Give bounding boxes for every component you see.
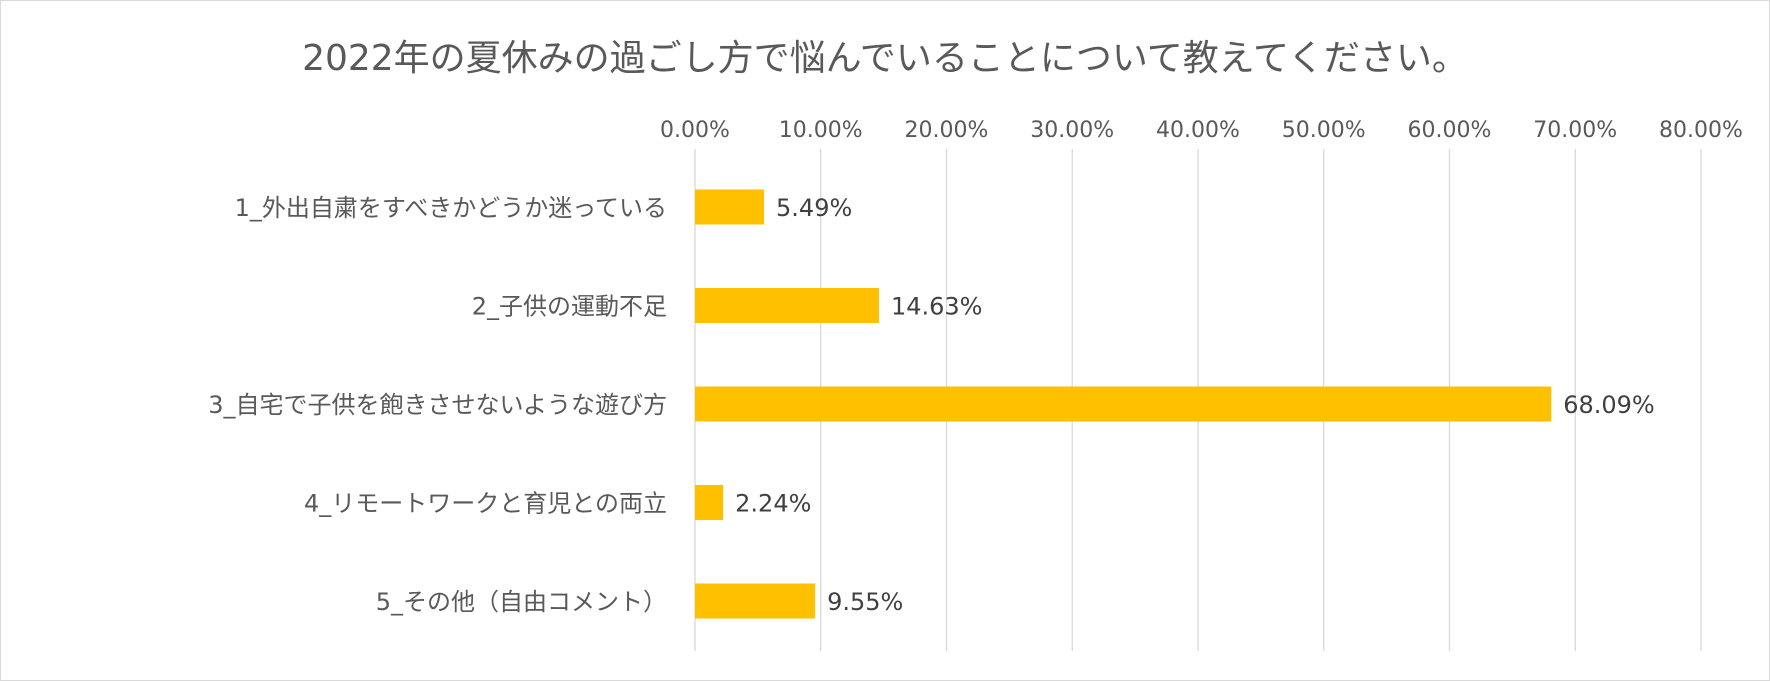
category-label: 5_その他（自由コメント）	[376, 588, 667, 616]
bar	[695, 583, 816, 619]
x-axis-tick-labels: 0.00% 10.00% 20.00% 30.00% 40.00% 50.00% 60.00…	[660, 118, 1743, 143]
x-tick-label: 50.00%	[1282, 118, 1366, 143]
x-tick-label: 20.00%	[905, 118, 989, 143]
x-tick-label: 80.00%	[1659, 118, 1743, 143]
category-label: 4_リモートワークと育児との両立	[304, 490, 667, 518]
category-label: 2_子供の運動不足	[472, 293, 667, 321]
x-tick-label: 70.00%	[1533, 118, 1617, 143]
data-label: 9.55%	[827, 588, 903, 616]
x-tick-label: 30.00%	[1030, 118, 1114, 143]
x-tick-label: 10.00%	[779, 118, 863, 143]
category-label: 1_外出自粛をすべきかどうか迷っている	[235, 194, 667, 222]
chart-title: 2022年の夏休みの過ごし方で悩んでいることについて教えてください。	[302, 38, 1468, 79]
data-label: 14.63%	[891, 293, 983, 321]
x-tick-label: 0.00%	[660, 118, 730, 143]
data-label: 68.09%	[1563, 391, 1655, 419]
data-label: 5.49%	[776, 194, 852, 222]
category-label: 3_自宅で子供を飽きさせないような遊び方	[208, 391, 667, 419]
category-labels: 1_外出自粛をすべきかどうか迷っている 2_子供の運動不足 3_自宅で子供を飽きさせ…	[208, 194, 667, 616]
data-labels: 5.49% 14.63% 68.09% 2.24% 9.55%	[735, 194, 1655, 616]
bar	[695, 386, 1552, 422]
bar	[695, 288, 879, 323]
x-tick-label: 60.00%	[1408, 118, 1492, 143]
bars	[695, 189, 1552, 619]
data-label: 2.24%	[735, 490, 811, 518]
bar	[695, 189, 765, 225]
x-tick-label: 40.00%	[1156, 118, 1240, 143]
bar	[695, 485, 724, 520]
